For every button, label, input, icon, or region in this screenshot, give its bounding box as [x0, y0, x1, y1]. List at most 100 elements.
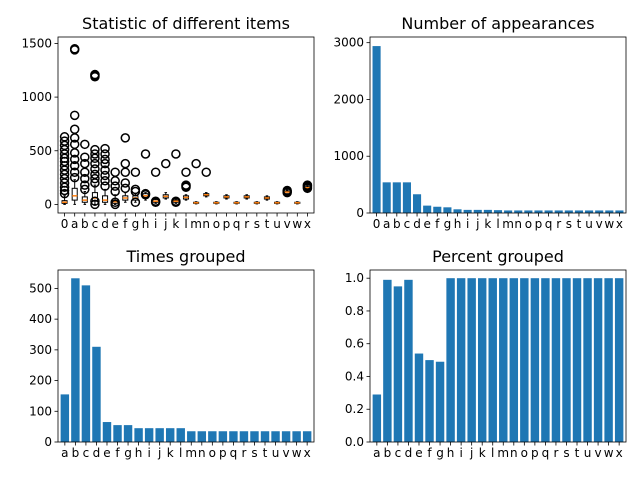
- x-tick-label: k: [484, 217, 491, 231]
- x-tick-label: w: [604, 217, 614, 231]
- x-tick-label: q: [545, 217, 553, 231]
- outlier-point: [110, 186, 120, 197]
- x-tick-label: o: [209, 446, 216, 460]
- x-tick-label: c: [395, 446, 402, 460]
- x-tick-label: s: [563, 446, 569, 460]
- x-tick-label: i: [459, 446, 462, 460]
- box: [302, 180, 313, 194]
- x-tick-label: j: [475, 217, 479, 231]
- x-tick-label: f: [123, 217, 128, 231]
- x-tick-label: l: [496, 217, 499, 231]
- x-tick-label: w: [292, 446, 302, 460]
- outlier-point: [302, 180, 313, 190]
- bar: [134, 428, 143, 442]
- bar: [554, 210, 563, 213]
- times-grouped-bar-panel: Times grouped a b c d e f g h i j k l m n o p q r s t u v w x 0 1…: [29, 247, 315, 460]
- outlier-point: [100, 143, 110, 154]
- bar: [413, 194, 422, 213]
- x-tick-label: d: [101, 217, 109, 231]
- x-tick-label: b: [384, 446, 392, 460]
- box: [130, 167, 141, 208]
- y-tick-label: 1000: [21, 90, 52, 104]
- x-tick-label: g: [124, 446, 132, 460]
- boxplot-marks: [59, 44, 313, 210]
- bar: [483, 209, 492, 213]
- x-tick-label: j: [163, 217, 167, 231]
- bar: [446, 278, 455, 442]
- x-tick-label: b: [393, 217, 401, 231]
- bar: [615, 210, 624, 213]
- outlier-point: [130, 197, 141, 208]
- outlier-point: [100, 181, 110, 191]
- x-tick-label: f: [427, 446, 432, 460]
- bar: [583, 278, 592, 442]
- x-tick-label: m: [185, 446, 197, 460]
- bar: [423, 205, 432, 213]
- x-tick-label: d: [405, 446, 413, 460]
- x-tick-label: c: [83, 446, 90, 460]
- x-tick-label: a: [373, 446, 380, 460]
- bar: [504, 210, 513, 213]
- x-tick-label: m: [497, 446, 509, 460]
- bar: [393, 286, 403, 442]
- x-tick-label: x: [616, 217, 623, 231]
- box: [233, 201, 240, 205]
- outlier-point: [90, 169, 100, 180]
- bar: [92, 346, 101, 442]
- x-tick-label: c: [404, 217, 411, 231]
- x-tick-label: l: [491, 446, 494, 460]
- box-body: [102, 195, 109, 203]
- x-tick-label: n: [514, 217, 522, 231]
- box: [59, 132, 70, 205]
- x-tick-label: e: [415, 446, 422, 460]
- bar: [493, 210, 503, 213]
- chart-title: Times grouped: [125, 247, 245, 266]
- bar: [435, 361, 445, 442]
- x-tick-label: i: [154, 217, 157, 231]
- y-tick-label: 500: [29, 281, 52, 295]
- x-tick-label: c: [92, 217, 99, 231]
- bar: [520, 278, 529, 442]
- bar: [530, 278, 540, 442]
- box: [294, 201, 301, 205]
- outlier-point: [130, 167, 141, 177]
- x-tick-label: t: [577, 217, 582, 231]
- outlier-point: [80, 180, 90, 190]
- outlier-point: [191, 158, 201, 169]
- bar: [239, 431, 249, 442]
- bar: [392, 182, 401, 213]
- x-tick-label: k: [167, 446, 174, 460]
- outlier-point: [69, 44, 80, 54]
- x-tick-label: a: [61, 446, 68, 460]
- bar: [414, 353, 424, 442]
- y-tick-label: 200: [29, 374, 52, 388]
- x-tick-label: q: [230, 446, 238, 460]
- outlier-point: [80, 184, 90, 195]
- bar: [113, 425, 122, 442]
- outlier-point: [181, 180, 191, 190]
- x-tick-label: k: [479, 446, 486, 460]
- bar: [604, 278, 613, 442]
- box: [282, 185, 292, 198]
- bar: [453, 209, 462, 213]
- outlier-point: [150, 167, 161, 177]
- x-tick-label: v: [596, 217, 603, 231]
- x-tick-label: o: [213, 217, 220, 231]
- box: [161, 158, 171, 200]
- box: [263, 195, 270, 201]
- y-tick-label: 2000: [333, 92, 364, 106]
- bar: [514, 210, 523, 213]
- box: [223, 194, 230, 200]
- x-tick-label: d: [413, 217, 421, 231]
- x-tick-label: e: [423, 217, 430, 231]
- chart-title: Number of appearances: [401, 14, 594, 33]
- box: [181, 167, 191, 201]
- bar: [456, 278, 466, 442]
- bar: [71, 278, 80, 442]
- box: [274, 201, 281, 205]
- outlier-point: [100, 165, 110, 175]
- outlier-point: [140, 149, 151, 159]
